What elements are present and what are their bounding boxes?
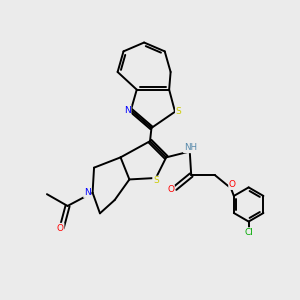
Text: N: N — [84, 188, 91, 197]
Text: Cl: Cl — [244, 228, 253, 237]
Text: O: O — [167, 185, 174, 194]
Text: NH: NH — [184, 143, 197, 152]
Text: O: O — [57, 224, 64, 232]
Text: O: O — [229, 180, 236, 189]
Text: S: S — [176, 107, 182, 116]
Text: N: N — [124, 106, 131, 115]
Text: S: S — [153, 176, 159, 185]
